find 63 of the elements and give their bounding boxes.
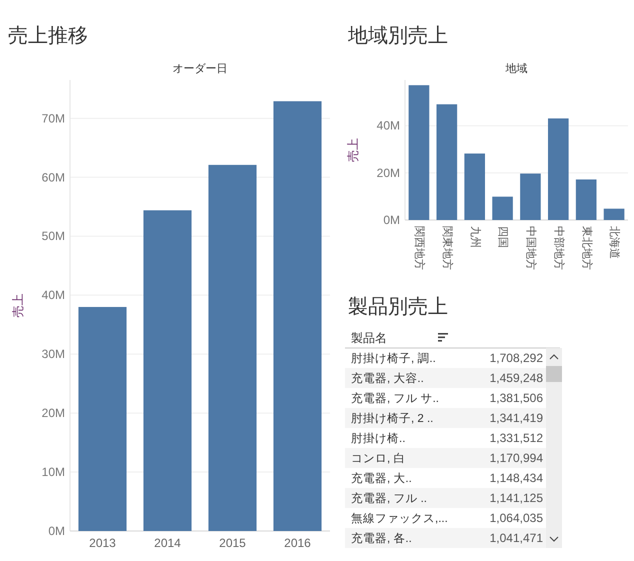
bar [143, 210, 192, 531]
text: 1,341,419 [490, 411, 543, 425]
x-tick-label: 北海道 [608, 226, 622, 259]
category-label: 充電器, 各.. [351, 531, 412, 545]
chart-title: 地域別売上 [347, 25, 448, 47]
text: 製品名 [351, 331, 387, 345]
bar [78, 306, 127, 531]
y-tick-label: 20M [376, 166, 400, 180]
y-tick-label: 40M [42, 288, 66, 302]
x-tick-label: 中国地方 [524, 226, 538, 270]
bar [208, 164, 257, 531]
text: 1,064,035 [490, 511, 543, 525]
category-label: 肘掛け椅.. [351, 432, 406, 445]
x-axis-title: 地域 [504, 62, 528, 75]
bar [436, 104, 458, 220]
x-tick-label: 中部地方 [552, 226, 566, 270]
category-label: 充電器, フル サ.. [351, 391, 439, 405]
bar [464, 154, 485, 220]
category-label: コンロ, 白 [351, 452, 406, 465]
y-tick-label: 60M [42, 170, 66, 184]
text: 1,148,434 [490, 471, 543, 485]
category-label: 無線ファックス,... [351, 512, 448, 525]
bar [408, 85, 430, 220]
x-axis-title: オーダー日 [172, 63, 228, 75]
bar [548, 118, 569, 220]
text: 1,459,248 [490, 371, 543, 385]
y-tick-label: 10M [42, 465, 66, 480]
bar [576, 179, 596, 220]
y-tick-label: 0M [383, 213, 400, 227]
category-label: 充電器, フル .. [351, 491, 427, 505]
text: 1,041,471 [490, 531, 543, 545]
x-tick-label: 東北地方 [580, 226, 594, 270]
text: 1,141,125 [490, 491, 543, 505]
x-tick-label: 九州 [468, 226, 482, 248]
chart-title: 売上推移 [8, 25, 88, 47]
x-tick-label: 2013 [89, 536, 116, 550]
x-tick-label: 四国 [496, 226, 509, 248]
y-tick-label: 20M [42, 406, 66, 420]
category-label: 充電器, 大容.. [351, 371, 424, 385]
text: 1,381,506 [490, 391, 543, 405]
bar [604, 208, 624, 220]
y-tick-label: 40M [376, 118, 400, 133]
x-tick-label: 関西地方 [413, 226, 426, 270]
text: 1,708,292 [490, 351, 543, 365]
y-tick-label: 50M [42, 229, 66, 244]
y-axis-title: 売上 [346, 138, 360, 162]
category-label: 肘掛け椅子, 調.. [351, 351, 436, 365]
y-tick-label: 30M [42, 347, 66, 362]
text: 1,331,512 [490, 431, 543, 445]
x-tick-label: 2014 [154, 536, 182, 550]
bar [520, 174, 541, 220]
x-tick-label: 2015 [219, 536, 246, 550]
category-label: 充電器, 大.. [351, 471, 412, 485]
bar [273, 101, 322, 531]
bar [492, 196, 513, 220]
y-tick-label: 0M [48, 524, 65, 538]
text: 1,170,994 [490, 451, 543, 465]
y-tick-label: 70M [42, 111, 66, 126]
text: 製品別売上 [348, 296, 448, 318]
x-tick-label: 2016 [284, 536, 312, 550]
x-tick-label: 関東地方 [440, 226, 454, 270]
y-axis-title: 売上 [11, 294, 25, 318]
category-label: 肘掛け椅子, 2 .. [351, 412, 434, 425]
